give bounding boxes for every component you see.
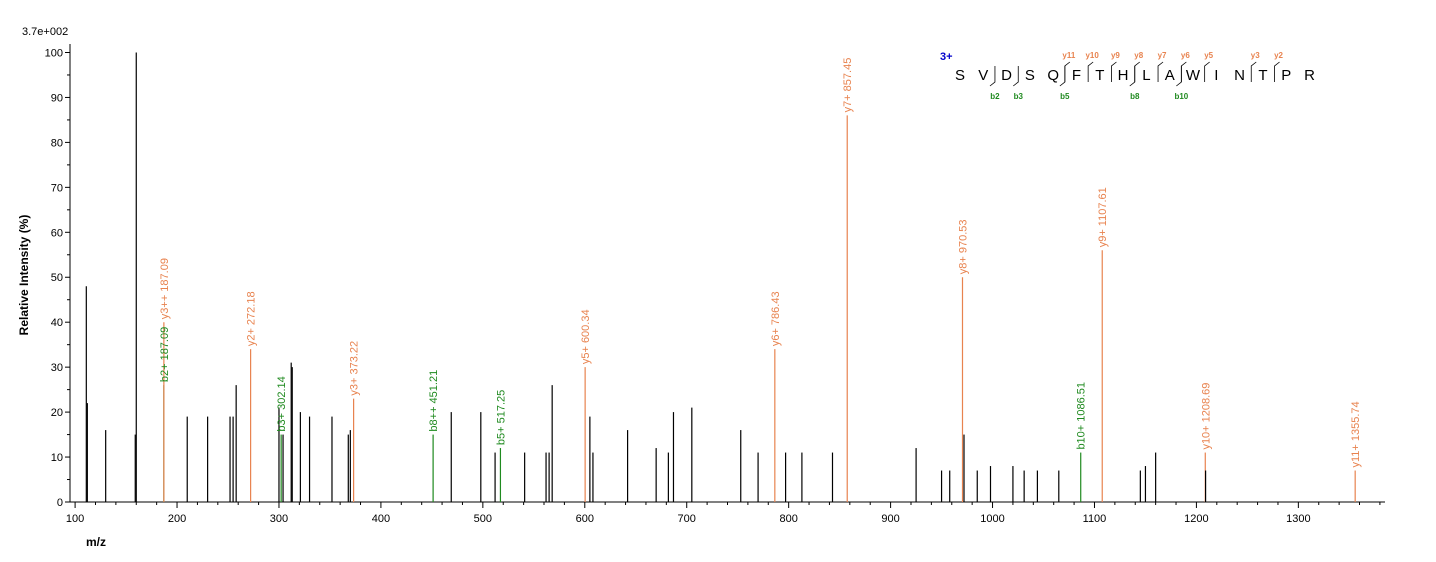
b-ion-label: b2+ 187.09 bbox=[159, 327, 171, 382]
x-tick-label: 400 bbox=[372, 513, 390, 525]
sequence-residue: R bbox=[1304, 67, 1315, 84]
sequence-residue: I bbox=[1214, 67, 1218, 84]
axes: 0 10 20 30 40 50 60 70 80 90 100 100 200 300 400 500 600… bbox=[45, 44, 1385, 525]
x-tick-label: 500 bbox=[474, 513, 492, 525]
x-tick-label: 100 bbox=[66, 513, 84, 525]
y-ion-label: y5+ 600.34 bbox=[580, 309, 592, 364]
y-axis-title: Relative Intensity (%) bbox=[17, 215, 31, 336]
y-ion-marker: y8 bbox=[1134, 51, 1143, 60]
sequence-residue: W bbox=[1186, 67, 1201, 84]
y-ion-label: y8+ 970.53 bbox=[957, 219, 969, 274]
y-ion-marker: y3 bbox=[1251, 51, 1260, 60]
y-ion-bracket bbox=[1134, 61, 1140, 82]
peaks bbox=[85, 52, 1356, 502]
sequence-residue: L bbox=[1142, 67, 1150, 84]
x-tick-label: 1100 bbox=[1083, 513, 1107, 525]
b-ion-marker: b5 bbox=[1060, 92, 1070, 101]
y-tick-label: 80 bbox=[51, 137, 63, 149]
peak-labels: b2+ 187.09 y3++ 187.09 y2+ 272.18 b3+ 302.1… bbox=[159, 58, 1362, 468]
y-ion-label: y7+ 857.45 bbox=[842, 58, 854, 113]
y-ion-marker: y7 bbox=[1158, 51, 1167, 60]
y-ion-bracket bbox=[1250, 61, 1257, 82]
charge-state-label: 3+ bbox=[940, 51, 953, 63]
y-tick-label: 30 bbox=[51, 362, 63, 374]
b-ion-bracket bbox=[989, 66, 996, 87]
sequence-residue: S bbox=[1025, 67, 1035, 84]
y-ion-marker: y9 bbox=[1111, 51, 1120, 60]
y-ion-marker: y5 bbox=[1204, 51, 1213, 60]
y-ion-marker: y10 bbox=[1085, 51, 1099, 60]
sequence-residue: N bbox=[1234, 67, 1245, 84]
x-tick-label: 1200 bbox=[1184, 513, 1208, 525]
b-ion-bracket bbox=[1129, 66, 1136, 87]
y-ion-marker: y2 bbox=[1274, 51, 1283, 60]
sequence-residue: T bbox=[1095, 67, 1104, 84]
b-ion-label: b3+ 302.14 bbox=[276, 376, 288, 431]
y-ion-label: y3+ 373.22 bbox=[349, 341, 361, 396]
b-ion-marker: b8 bbox=[1130, 92, 1140, 101]
sequence-residue: D bbox=[1001, 67, 1012, 84]
x-tick-label: 800 bbox=[779, 513, 797, 525]
b-ion-marker: b10 bbox=[1174, 92, 1188, 101]
sequence-residue: P bbox=[1281, 67, 1291, 84]
y-ion-bracket bbox=[1111, 61, 1117, 82]
y-tick-label: 50 bbox=[51, 272, 63, 284]
y-tick-label: 70 bbox=[51, 182, 63, 194]
x-tick-label: 600 bbox=[576, 513, 594, 525]
y-ion-bracket bbox=[1087, 61, 1094, 82]
b-ion-bracket bbox=[1013, 66, 1019, 87]
y-tick-label: 10 bbox=[51, 452, 63, 464]
intensity-scale-label: 3.7e+002 bbox=[22, 26, 68, 38]
y-ion-label: y11+ 1355.74 bbox=[1350, 401, 1362, 467]
sequence-residue: F bbox=[1072, 67, 1081, 84]
y-ion-label: y2+ 272.18 bbox=[246, 291, 258, 346]
b-ion-bracket bbox=[1176, 66, 1182, 87]
y-ion-label: y3++ 187.09 bbox=[159, 258, 171, 319]
y-ion-bracket bbox=[1180, 61, 1187, 82]
x-tick-label: 900 bbox=[881, 513, 899, 525]
y-tick-label: 40 bbox=[51, 317, 63, 329]
sequence-residue: T bbox=[1258, 67, 1267, 84]
b-ion-label: b8++ 451.21 bbox=[428, 370, 440, 432]
y-ion-marker: y11 bbox=[1062, 51, 1075, 60]
y-ion-bracket bbox=[1204, 61, 1210, 82]
y-tick-label: 0 bbox=[57, 497, 63, 509]
y-ion-bracket bbox=[1274, 61, 1280, 82]
y-ion-label: y9+ 1107.61 bbox=[1097, 187, 1109, 247]
sequence-residue: H bbox=[1118, 67, 1129, 84]
x-tick-label: 300 bbox=[270, 513, 288, 525]
b-ion-label: b10+ 1086.51 bbox=[1076, 382, 1088, 450]
y-ion-bracket bbox=[1064, 61, 1071, 82]
x-tick-label: 1300 bbox=[1286, 513, 1310, 525]
y-tick-label: 20 bbox=[51, 407, 63, 419]
y-ion-bracket bbox=[1157, 61, 1164, 82]
y-ion-label: y10+ 1208.69 bbox=[1200, 383, 1212, 450]
y-tick-label: 90 bbox=[51, 92, 63, 104]
sequence-residue: S bbox=[955, 67, 965, 84]
b-ion-marker: b2 bbox=[990, 92, 1000, 101]
sequence-residue: A bbox=[1165, 67, 1175, 84]
x-tick-label: 200 bbox=[168, 513, 186, 525]
y-ion-marker: y6 bbox=[1181, 51, 1190, 60]
y-tick-label: 60 bbox=[51, 227, 63, 239]
b-ion-bracket bbox=[1059, 66, 1066, 87]
b-ion-label: b5+ 517.25 bbox=[495, 390, 507, 445]
sequence-residue: V bbox=[978, 67, 988, 84]
x-tick-label: 700 bbox=[678, 513, 696, 525]
y-ion-label: y6+ 786.43 bbox=[770, 291, 782, 346]
sequence-residue: Q bbox=[1047, 67, 1059, 84]
y-tick-label: 100 bbox=[45, 47, 63, 59]
b-ion-marker: b3 bbox=[1014, 92, 1024, 101]
x-axis-title: m/z bbox=[86, 535, 106, 549]
x-tick-label: 1000 bbox=[980, 513, 1004, 525]
